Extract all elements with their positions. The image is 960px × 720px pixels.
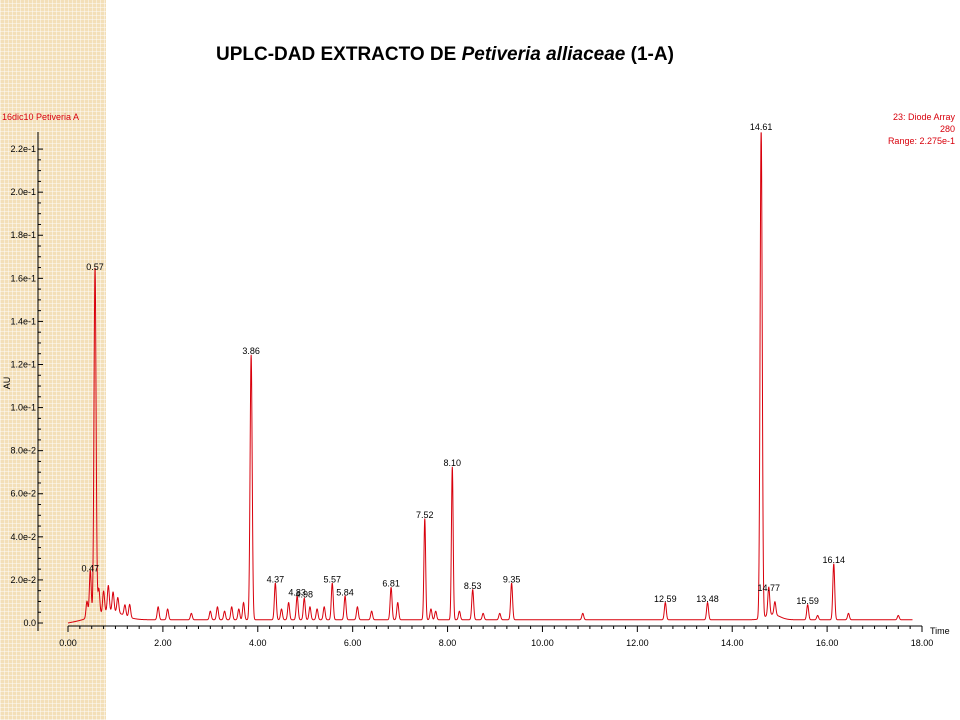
peak-label: 4.98 bbox=[296, 589, 314, 599]
peak-label: 8.53 bbox=[464, 581, 482, 591]
peak-label: 6.81 bbox=[382, 579, 400, 589]
x-tick-label: 0.00 bbox=[59, 638, 77, 648]
title-species: Petiveria alliaceae bbox=[461, 44, 626, 65]
x-tick-label: 14.00 bbox=[721, 638, 744, 648]
y-tick-label: 2.2e-1 bbox=[10, 144, 36, 154]
peak-label: 9.35 bbox=[503, 574, 521, 584]
x-tick-label: 10.00 bbox=[531, 638, 554, 648]
x-tick-label: 16.00 bbox=[816, 638, 839, 648]
peak-label: 7.52 bbox=[416, 510, 434, 520]
y-tick-label: 1.4e-1 bbox=[10, 316, 36, 326]
y-tick-label: 0.0 bbox=[23, 618, 36, 628]
y-tick-label: 8.0e-2 bbox=[10, 446, 36, 456]
title-suffix: (1-A) bbox=[630, 44, 674, 65]
peak-label: 3.86 bbox=[242, 346, 260, 356]
peak-labels: 0.47 0.57 3.86 4.374.834.98 5.57 5.84 6.81 7.52… bbox=[82, 122, 845, 606]
y-tick-label: 4.0e-2 bbox=[10, 532, 36, 542]
x-tick-label: 12.00 bbox=[626, 638, 649, 648]
peak-label: 4.37 bbox=[267, 574, 285, 584]
y-tick-label: 1.2e-1 bbox=[10, 359, 36, 369]
y-tick-label: 6.0e-2 bbox=[10, 489, 36, 499]
detector-line-3: Range: 2.275e-1 bbox=[888, 136, 955, 146]
y-tick-label: 2.0e-1 bbox=[10, 187, 36, 197]
peak-label: 16.14 bbox=[822, 555, 845, 565]
peak-label: 14.77 bbox=[757, 583, 780, 593]
peak-label: 4.83 bbox=[288, 587, 306, 597]
y-tick-label: 1.0e-1 bbox=[10, 403, 36, 413]
page-title: UPLC-DAD EXTRACTO DE Petiveria alliaceae… bbox=[216, 44, 674, 66]
peak-label: 12.59 bbox=[654, 594, 677, 604]
axes: 0.0 2.0e-2 4.0e-2 6.0e-2 8.0e-2 1.0e-1 1.2e-1 1… bbox=[10, 132, 933, 648]
peak-label: 5.84 bbox=[336, 587, 354, 597]
x-tick-label: 4.00 bbox=[249, 638, 267, 648]
peak-label: 13.48 bbox=[696, 594, 719, 604]
x-axis-label: Time bbox=[930, 626, 950, 636]
detector-line-2: 280 bbox=[940, 124, 955, 134]
x-tick-label: 8.00 bbox=[439, 638, 457, 648]
x-tick-label: 6.00 bbox=[344, 638, 362, 648]
y-axis-label: AU bbox=[2, 377, 12, 390]
x-tick-label: 2.00 bbox=[154, 638, 172, 648]
y-tick-label: 1.6e-1 bbox=[10, 273, 36, 283]
peak-label: 14.61 bbox=[750, 122, 773, 132]
title-prefix: UPLC-DAD EXTRACTO DE bbox=[216, 44, 457, 65]
sample-label: 16dic10 Petiveria A bbox=[2, 112, 79, 122]
decorative-side-strip bbox=[0, 0, 106, 720]
chromatogram-trace bbox=[67, 132, 913, 624]
peak-label: 0.47 bbox=[82, 564, 100, 574]
peak-label: 15.59 bbox=[796, 596, 819, 606]
y-tick-label: 2.0e-2 bbox=[10, 575, 36, 585]
peak-label: 5.57 bbox=[323, 574, 341, 584]
y-tick-label: 1.8e-1 bbox=[10, 230, 36, 240]
x-tick-label: 18.00 bbox=[911, 638, 934, 648]
detector-line-1: 23: Diode Array bbox=[893, 112, 956, 122]
chromatogram-line bbox=[67, 132, 913, 624]
peak-label: 0.57 bbox=[86, 262, 104, 272]
peak-label: 8.10 bbox=[444, 458, 462, 468]
